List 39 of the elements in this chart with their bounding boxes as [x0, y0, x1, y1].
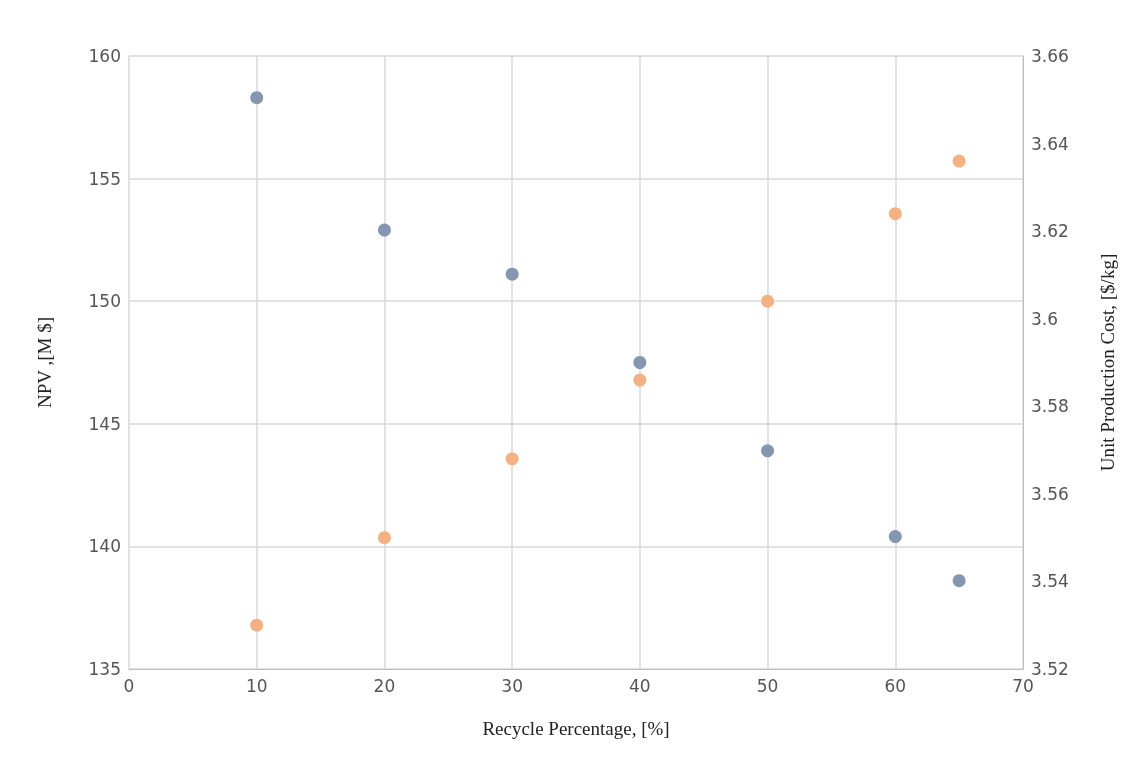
y-tick-label: 150	[88, 291, 121, 312]
y2-tick-label: 3.56	[1031, 483, 1069, 504]
y-tick-label: 140	[88, 536, 121, 557]
y2-tick-label: 3.64	[1031, 133, 1069, 154]
point	[952, 154, 966, 168]
x-tick-label: 50	[756, 675, 779, 696]
point	[250, 91, 264, 105]
x-tick-label: 70	[1012, 675, 1034, 696]
point	[761, 294, 775, 308]
y2-tick-label: 3.58	[1031, 396, 1069, 417]
y-axis-title: NPV ,[M $]	[34, 317, 55, 408]
point	[952, 574, 966, 588]
point	[761, 444, 775, 458]
y-tick-label: 135	[88, 659, 121, 679]
y2-tick-label: 3.6	[1031, 308, 1059, 329]
point	[377, 223, 391, 237]
x-tick-label: 20	[373, 675, 396, 696]
point	[250, 618, 264, 632]
point	[888, 207, 902, 221]
x-axis-title: Recycle Percentage, [%]	[482, 718, 670, 739]
y2-tick-label: 3.52	[1031, 659, 1069, 679]
point	[888, 530, 902, 544]
y-tick-label: 145	[88, 413, 121, 434]
y2-tick-label: 3.66	[1031, 46, 1069, 66]
y2-axis-title: Unit Production Cost, [$/kg]	[1097, 253, 1118, 472]
point	[633, 356, 647, 369]
y2-tick-label: 3.54	[1031, 571, 1069, 592]
point	[505, 267, 519, 281]
x-tick-label: 10	[245, 675, 268, 696]
x-tick-label: 40	[629, 675, 651, 696]
y-tick-label: 160	[88, 46, 121, 66]
y2-tick-label: 3.62	[1031, 221, 1069, 242]
x-tick-label: 60	[884, 675, 907, 696]
x-tick-label: 30	[501, 675, 523, 696]
x-tick-label: 0	[123, 675, 135, 696]
point	[633, 373, 647, 387]
y-tick-label: 155	[88, 168, 121, 189]
point	[505, 452, 519, 466]
point	[377, 531, 391, 545]
